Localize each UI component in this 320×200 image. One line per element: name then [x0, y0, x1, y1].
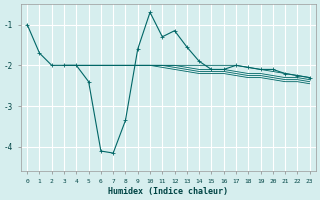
X-axis label: Humidex (Indice chaleur): Humidex (Indice chaleur)	[108, 187, 228, 196]
